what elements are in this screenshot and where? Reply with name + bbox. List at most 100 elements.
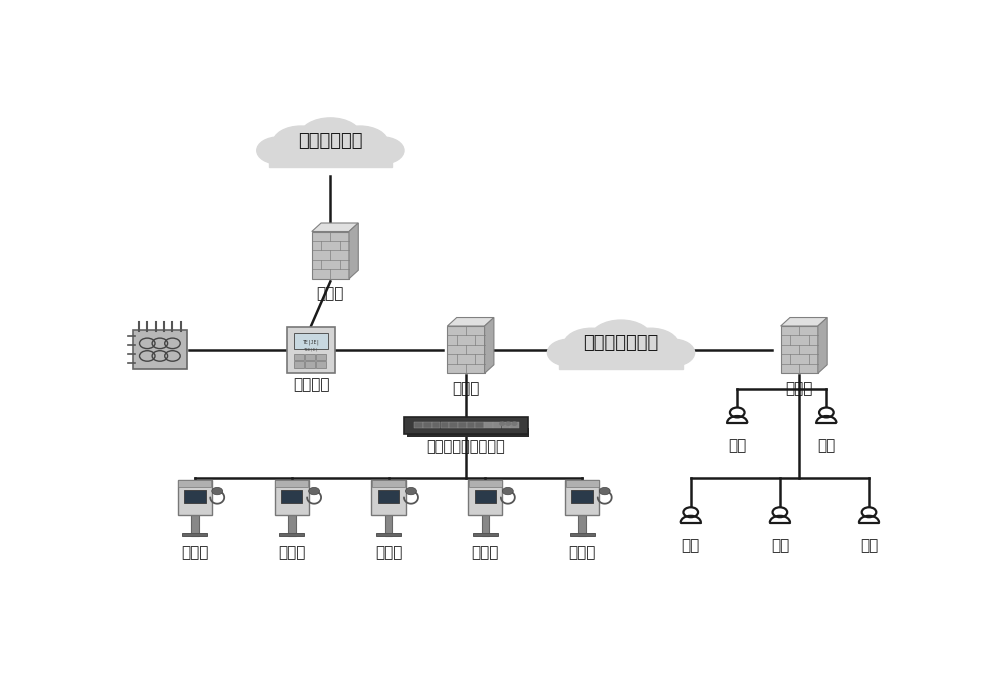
FancyBboxPatch shape xyxy=(269,144,392,167)
Text: 防火墙: 防火墙 xyxy=(786,381,813,396)
FancyBboxPatch shape xyxy=(385,506,392,536)
Polygon shape xyxy=(447,318,494,326)
Ellipse shape xyxy=(547,339,592,366)
FancyBboxPatch shape xyxy=(371,479,406,515)
FancyBboxPatch shape xyxy=(458,422,467,428)
FancyBboxPatch shape xyxy=(191,506,199,536)
Text: 融合终端: 融合终端 xyxy=(293,377,329,392)
Polygon shape xyxy=(312,223,358,231)
FancyBboxPatch shape xyxy=(432,422,440,428)
Ellipse shape xyxy=(650,339,695,366)
Ellipse shape xyxy=(273,126,329,160)
Circle shape xyxy=(512,422,517,426)
Ellipse shape xyxy=(590,320,652,357)
Text: 充电桩: 充电桩 xyxy=(569,546,596,561)
FancyBboxPatch shape xyxy=(407,428,529,437)
FancyBboxPatch shape xyxy=(578,506,586,536)
Circle shape xyxy=(683,507,698,517)
Circle shape xyxy=(212,488,223,494)
FancyBboxPatch shape xyxy=(571,490,593,503)
FancyBboxPatch shape xyxy=(275,479,309,515)
Text: 用户: 用户 xyxy=(771,537,789,552)
FancyBboxPatch shape xyxy=(482,506,489,536)
FancyBboxPatch shape xyxy=(275,480,308,488)
FancyBboxPatch shape xyxy=(182,533,207,536)
FancyBboxPatch shape xyxy=(510,422,519,428)
Circle shape xyxy=(309,488,320,494)
Text: 充电站管理平台: 充电站管理平台 xyxy=(583,334,659,353)
FancyBboxPatch shape xyxy=(566,480,599,488)
FancyBboxPatch shape xyxy=(475,422,484,428)
Polygon shape xyxy=(781,318,827,326)
FancyBboxPatch shape xyxy=(493,422,501,428)
FancyBboxPatch shape xyxy=(467,422,475,428)
Circle shape xyxy=(862,507,876,517)
FancyBboxPatch shape xyxy=(316,354,326,360)
Circle shape xyxy=(599,488,610,494)
FancyBboxPatch shape xyxy=(305,361,315,368)
Polygon shape xyxy=(349,223,358,279)
FancyBboxPatch shape xyxy=(423,422,432,428)
Ellipse shape xyxy=(360,137,404,164)
FancyBboxPatch shape xyxy=(294,333,328,349)
Circle shape xyxy=(500,422,504,426)
FancyBboxPatch shape xyxy=(372,480,405,488)
FancyBboxPatch shape xyxy=(316,361,326,368)
Ellipse shape xyxy=(299,118,361,155)
Circle shape xyxy=(773,507,787,517)
Ellipse shape xyxy=(577,344,665,367)
FancyBboxPatch shape xyxy=(287,327,335,373)
FancyBboxPatch shape xyxy=(414,422,423,428)
FancyBboxPatch shape xyxy=(178,479,212,515)
FancyBboxPatch shape xyxy=(279,533,304,536)
Polygon shape xyxy=(447,326,485,373)
Text: 用户: 用户 xyxy=(728,438,746,453)
Circle shape xyxy=(502,488,513,494)
Circle shape xyxy=(406,488,416,494)
FancyBboxPatch shape xyxy=(184,490,206,503)
Ellipse shape xyxy=(564,328,620,361)
Circle shape xyxy=(506,422,511,426)
Ellipse shape xyxy=(332,126,388,160)
Polygon shape xyxy=(781,326,818,373)
Text: 用户: 用户 xyxy=(682,537,700,552)
Polygon shape xyxy=(818,318,827,373)
FancyBboxPatch shape xyxy=(294,354,304,360)
Text: 充电桩: 充电桩 xyxy=(375,546,402,561)
Text: 防火墙: 防火墙 xyxy=(452,381,480,396)
FancyBboxPatch shape xyxy=(404,417,528,434)
Circle shape xyxy=(730,408,745,417)
FancyBboxPatch shape xyxy=(449,422,458,428)
FancyBboxPatch shape xyxy=(502,422,510,428)
FancyBboxPatch shape xyxy=(281,490,302,503)
FancyBboxPatch shape xyxy=(468,479,502,515)
FancyBboxPatch shape xyxy=(305,354,315,360)
Text: 防火墙: 防火墙 xyxy=(317,286,344,301)
Polygon shape xyxy=(312,231,349,279)
FancyBboxPatch shape xyxy=(133,330,187,369)
FancyBboxPatch shape xyxy=(378,490,399,503)
Text: 电网调度平台: 电网调度平台 xyxy=(298,132,363,150)
FancyBboxPatch shape xyxy=(441,422,449,428)
FancyBboxPatch shape xyxy=(473,533,498,536)
Text: 充电桩: 充电桩 xyxy=(278,546,305,561)
FancyBboxPatch shape xyxy=(570,533,595,536)
FancyBboxPatch shape xyxy=(559,346,683,369)
Text: 用户: 用户 xyxy=(860,537,878,552)
Text: TEE|E|: TEE|E| xyxy=(304,347,318,351)
Ellipse shape xyxy=(257,137,301,164)
Ellipse shape xyxy=(622,328,678,361)
FancyBboxPatch shape xyxy=(565,479,599,515)
Text: 充电桩: 充电桩 xyxy=(472,546,499,561)
FancyBboxPatch shape xyxy=(469,480,502,488)
FancyBboxPatch shape xyxy=(294,361,304,368)
Ellipse shape xyxy=(286,142,375,165)
FancyBboxPatch shape xyxy=(288,506,296,536)
FancyBboxPatch shape xyxy=(376,533,401,536)
Text: 用户: 用户 xyxy=(817,438,836,453)
FancyBboxPatch shape xyxy=(178,480,211,488)
FancyBboxPatch shape xyxy=(475,490,496,503)
Text: 充电桩: 充电桩 xyxy=(181,546,208,561)
Text: TE|JE|: TE|JE| xyxy=(302,340,320,345)
Polygon shape xyxy=(485,318,494,373)
